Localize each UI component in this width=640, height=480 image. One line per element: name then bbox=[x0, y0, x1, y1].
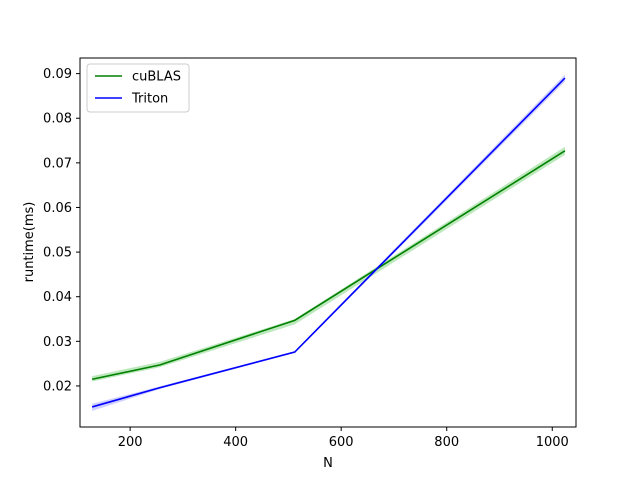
y-tick-label: 0.05 bbox=[43, 246, 72, 261]
y-tick-label: 0.07 bbox=[43, 156, 72, 171]
plot-frame bbox=[79, 57, 577, 428]
cublas-line bbox=[91, 150, 566, 381]
y-axis-label: runtime(ms) bbox=[22, 202, 37, 283]
x-axis-label: N bbox=[323, 456, 333, 471]
y-tick-label: 0.09 bbox=[43, 67, 72, 82]
legend-label-triton: Triton bbox=[131, 92, 168, 107]
series-lines bbox=[91, 77, 566, 408]
x-tick-label: 800 bbox=[434, 435, 459, 450]
y-tick-label: 0.03 bbox=[43, 335, 72, 350]
y-tick-label: 0.02 bbox=[43, 379, 72, 394]
triton-line bbox=[91, 77, 566, 408]
y-axis-ticks: 0.02 0.03 0.04 0.05 0.06 0.07 0.08 0.09 bbox=[43, 67, 80, 394]
x-tick-label: 1000 bbox=[536, 435, 569, 450]
x-tick-label: 200 bbox=[118, 435, 143, 450]
legend-label-cublas: cuBLAS bbox=[132, 70, 181, 85]
x-tick-label: 600 bbox=[329, 435, 354, 450]
x-tick-label: 400 bbox=[223, 435, 248, 450]
y-tick-label: 0.06 bbox=[43, 201, 72, 216]
y-tick-label: 0.04 bbox=[43, 290, 72, 305]
legend: cuBLAS Triton bbox=[86, 63, 190, 113]
x-axis-ticks: 200 400 600 800 1000 bbox=[118, 427, 569, 450]
y-tick-label: 0.08 bbox=[43, 112, 72, 127]
